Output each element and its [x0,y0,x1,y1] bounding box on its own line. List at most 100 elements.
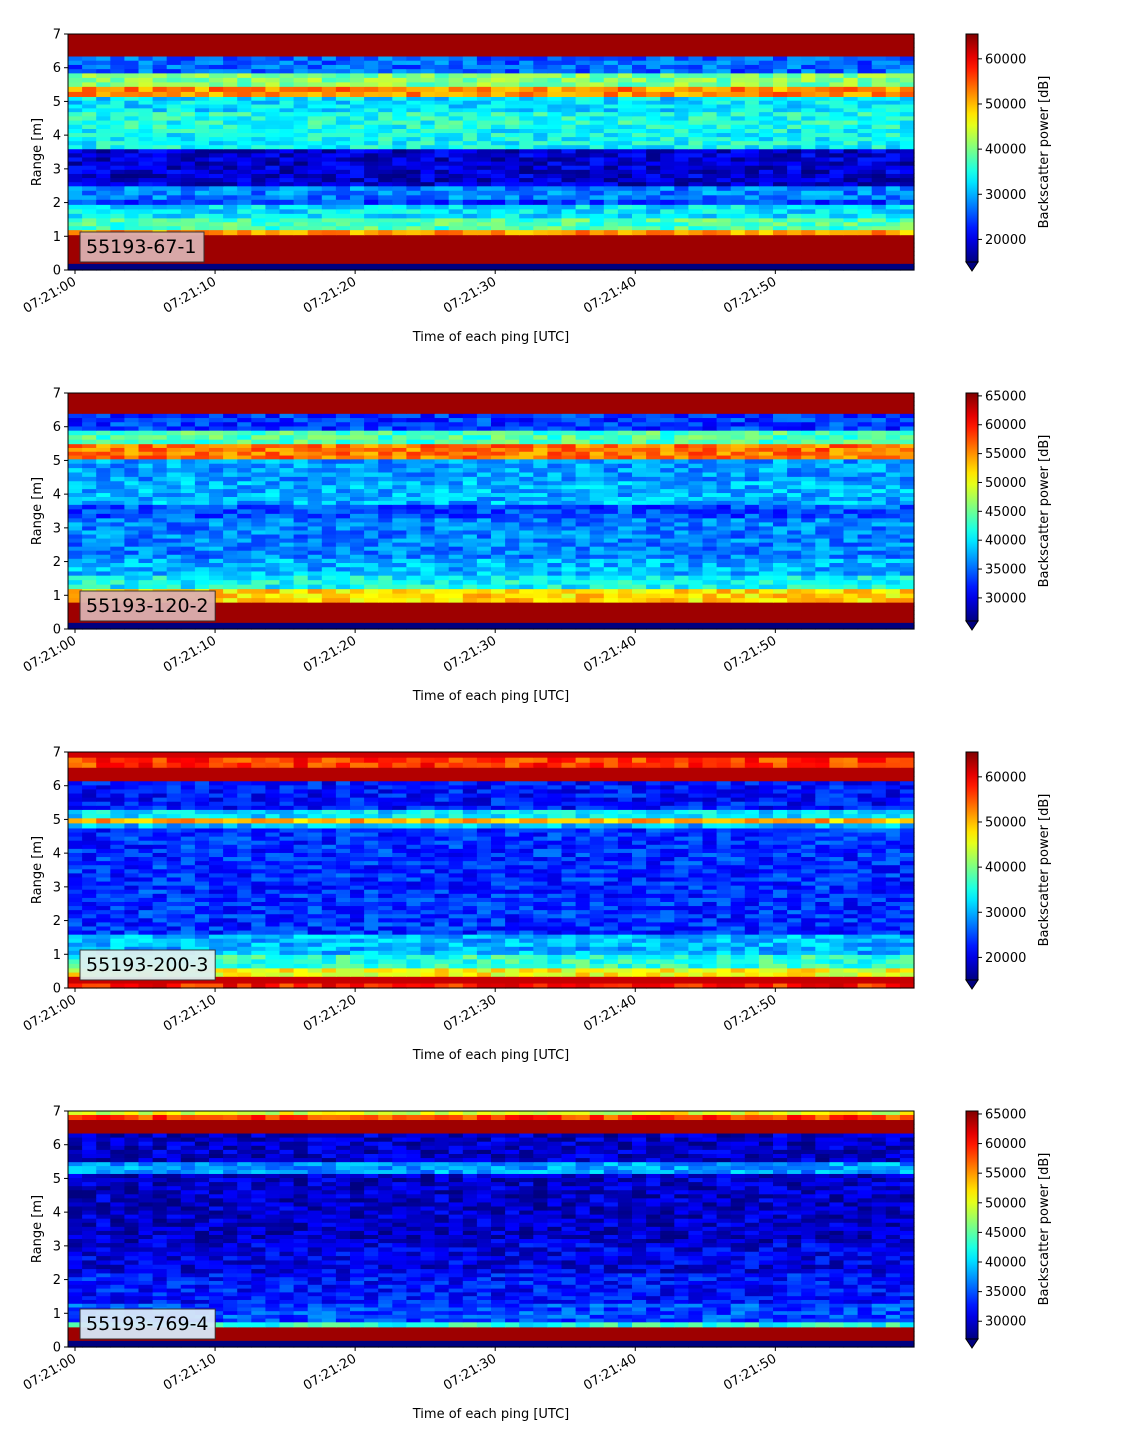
heatmap-cell [476,165,492,170]
heatmap-cell [350,190,365,196]
heatmap-cell [505,55,520,61]
heatmap-cell [392,42,407,48]
heatmap-cell [885,119,901,125]
heatmap-cell [96,77,111,83]
heatmap-cell [505,575,520,581]
heatmap-cell [152,562,168,568]
heatmap-cell [702,86,718,92]
heatmap-cell [787,525,802,531]
heatmap-cell [491,128,506,134]
heatmap-cell [321,529,337,535]
heatmap-cell [180,165,196,170]
heatmap-cell [801,96,816,101]
heatmap-cell [335,160,351,166]
heatmap-cell [335,181,351,187]
heatmap-cell [307,217,323,223]
heatmap-cell [307,64,323,70]
heatmap-cell [138,103,154,109]
heatmap-cell [519,622,534,627]
heatmap-cell [660,68,675,74]
heatmap-cell [815,238,830,244]
heatmap-cell [688,86,704,92]
heatmap-cell [744,250,760,256]
heatmap-cell [194,160,210,166]
heatmap-cell [96,91,111,97]
heatmap-cell [885,204,901,210]
heatmap-cell [68,537,83,543]
heatmap-cell [801,529,816,535]
heatmap-cell [829,610,845,615]
heatmap-cell [646,597,661,603]
heatmap-cell [871,622,887,627]
heatmap-cell [237,199,252,205]
heatmap-cell [420,77,436,83]
heatmap-cell [505,250,520,256]
heatmap-cell [448,533,464,539]
heatmap-cell [505,625,520,630]
heatmap-cell [617,533,633,539]
heatmap-cell [420,68,436,74]
heatmap-cell [307,128,323,134]
heatmap-cell [462,107,478,113]
heatmap-cell [223,107,238,113]
heatmap-cell [321,165,337,170]
heatmap-cell [138,38,154,44]
heatmap-cell [237,55,252,61]
heatmap-cell [166,566,182,572]
heatmap-cell [815,96,830,101]
heatmap-cell [448,588,464,594]
heatmap-cell [744,263,760,268]
heatmap-cell [293,81,309,87]
heatmap-cell [279,173,295,179]
heatmap-cell [350,246,365,252]
heatmap-cell [857,140,873,146]
heatmap-cell [166,217,182,223]
heatmap-cell [265,225,281,231]
heatmap-cell [815,47,830,53]
heatmap-cell [138,165,154,170]
heatmap-cell [476,152,492,158]
heatmap-cell [533,593,548,599]
heatmap-cell [603,250,619,256]
heatmap-cell [265,115,281,121]
heatmap-cell [491,593,506,599]
heatmap-cell [166,622,182,627]
heatmap-cell [815,152,830,158]
heatmap-cell [68,156,83,162]
heatmap-cell [716,160,732,166]
heatmap-cell [885,132,901,138]
heatmap-cell [307,625,323,630]
heatmap-cell [575,521,591,527]
heatmap-cell [758,119,774,125]
heatmap-cell [688,38,704,44]
heatmap-cell [110,194,125,200]
heatmap-cell [124,190,140,196]
heatmap-cell [547,550,563,555]
heatmap-cell [871,525,887,531]
heatmap-cell [533,199,548,205]
heatmap-cell [392,570,407,576]
heatmap-cell [335,119,351,125]
heatmap-cell [533,217,548,223]
heatmap-cell [223,199,238,205]
heatmap-cell [801,204,816,210]
heatmap-cell [632,250,647,256]
x-tick-label: 07:21:20 [301,274,359,316]
heatmap-cell [279,124,295,129]
heatmap-cell [335,86,351,92]
heatmap-cell [829,51,845,57]
heatmap-cell [702,64,718,70]
heatmap-cell [335,588,351,594]
heatmap-cell [660,602,675,607]
heatmap-cell [138,525,154,531]
heatmap-cell [674,185,689,191]
heatmap-cell [307,255,323,260]
heatmap-cell [843,173,859,179]
heatmap-cell [688,588,704,594]
heatmap-cell [547,185,563,191]
heatmap-cell [378,55,393,61]
heatmap-cell [138,60,154,65]
heatmap-cell [660,148,675,154]
heatmap-cell [110,213,125,219]
heatmap-cell [491,185,506,191]
